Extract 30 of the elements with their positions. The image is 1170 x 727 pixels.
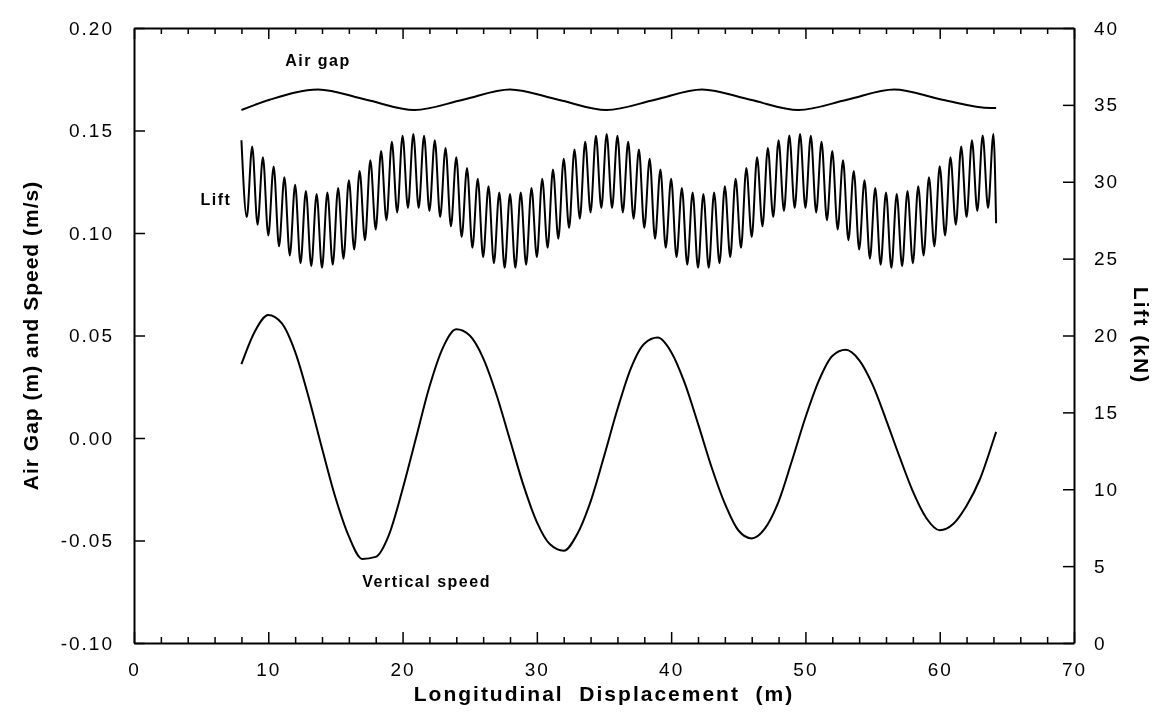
y-tick-label: 0.05 — [69, 325, 114, 347]
y-axis-title: Air Gap (m) and Speed (m/s) — [19, 180, 42, 491]
legend-label: Air gap — [285, 51, 351, 69]
y-tick-label: 0.10 — [69, 222, 114, 244]
series-label: Vertical speed — [362, 573, 491, 591]
x-tick-label: 60 — [927, 659, 953, 681]
y2-tick-label: 10 — [1094, 478, 1120, 500]
x-axis-title: Longitudinal Displacement (m) — [413, 682, 795, 705]
y2-tick-label: 40 — [1094, 17, 1120, 39]
x-tick-label: 70 — [1061, 659, 1088, 681]
x-tick-label: 20 — [390, 659, 416, 681]
y2-tick-label: 25 — [1094, 248, 1120, 270]
series-label: Lift — [200, 191, 232, 209]
x-tick-label: 40 — [659, 659, 685, 681]
y-tick-label: 0.00 — [69, 427, 114, 449]
y2-axis-title: Lift (kN) — [1130, 286, 1153, 385]
y2-tick-label: 30 — [1094, 171, 1120, 193]
y-tick-label: -0.10 — [60, 632, 114, 654]
y2-tick-label: 35 — [1094, 94, 1120, 116]
y-tick-label: -0.05 — [60, 530, 114, 552]
y2-tick-label: 20 — [1094, 325, 1120, 347]
y-tick-label: 0.20 — [69, 17, 114, 39]
y2-tick-label: 5 — [1094, 555, 1107, 577]
y2-tick-label: 0 — [1094, 632, 1107, 654]
y2-tick-label: 15 — [1094, 401, 1120, 423]
x-tick-label: 50 — [793, 659, 819, 681]
x-tick-label: 30 — [524, 659, 550, 681]
y-tick-label: 0.15 — [69, 120, 114, 142]
x-tick-label: 0 — [128, 659, 141, 681]
x-tick-label: 10 — [256, 659, 282, 681]
